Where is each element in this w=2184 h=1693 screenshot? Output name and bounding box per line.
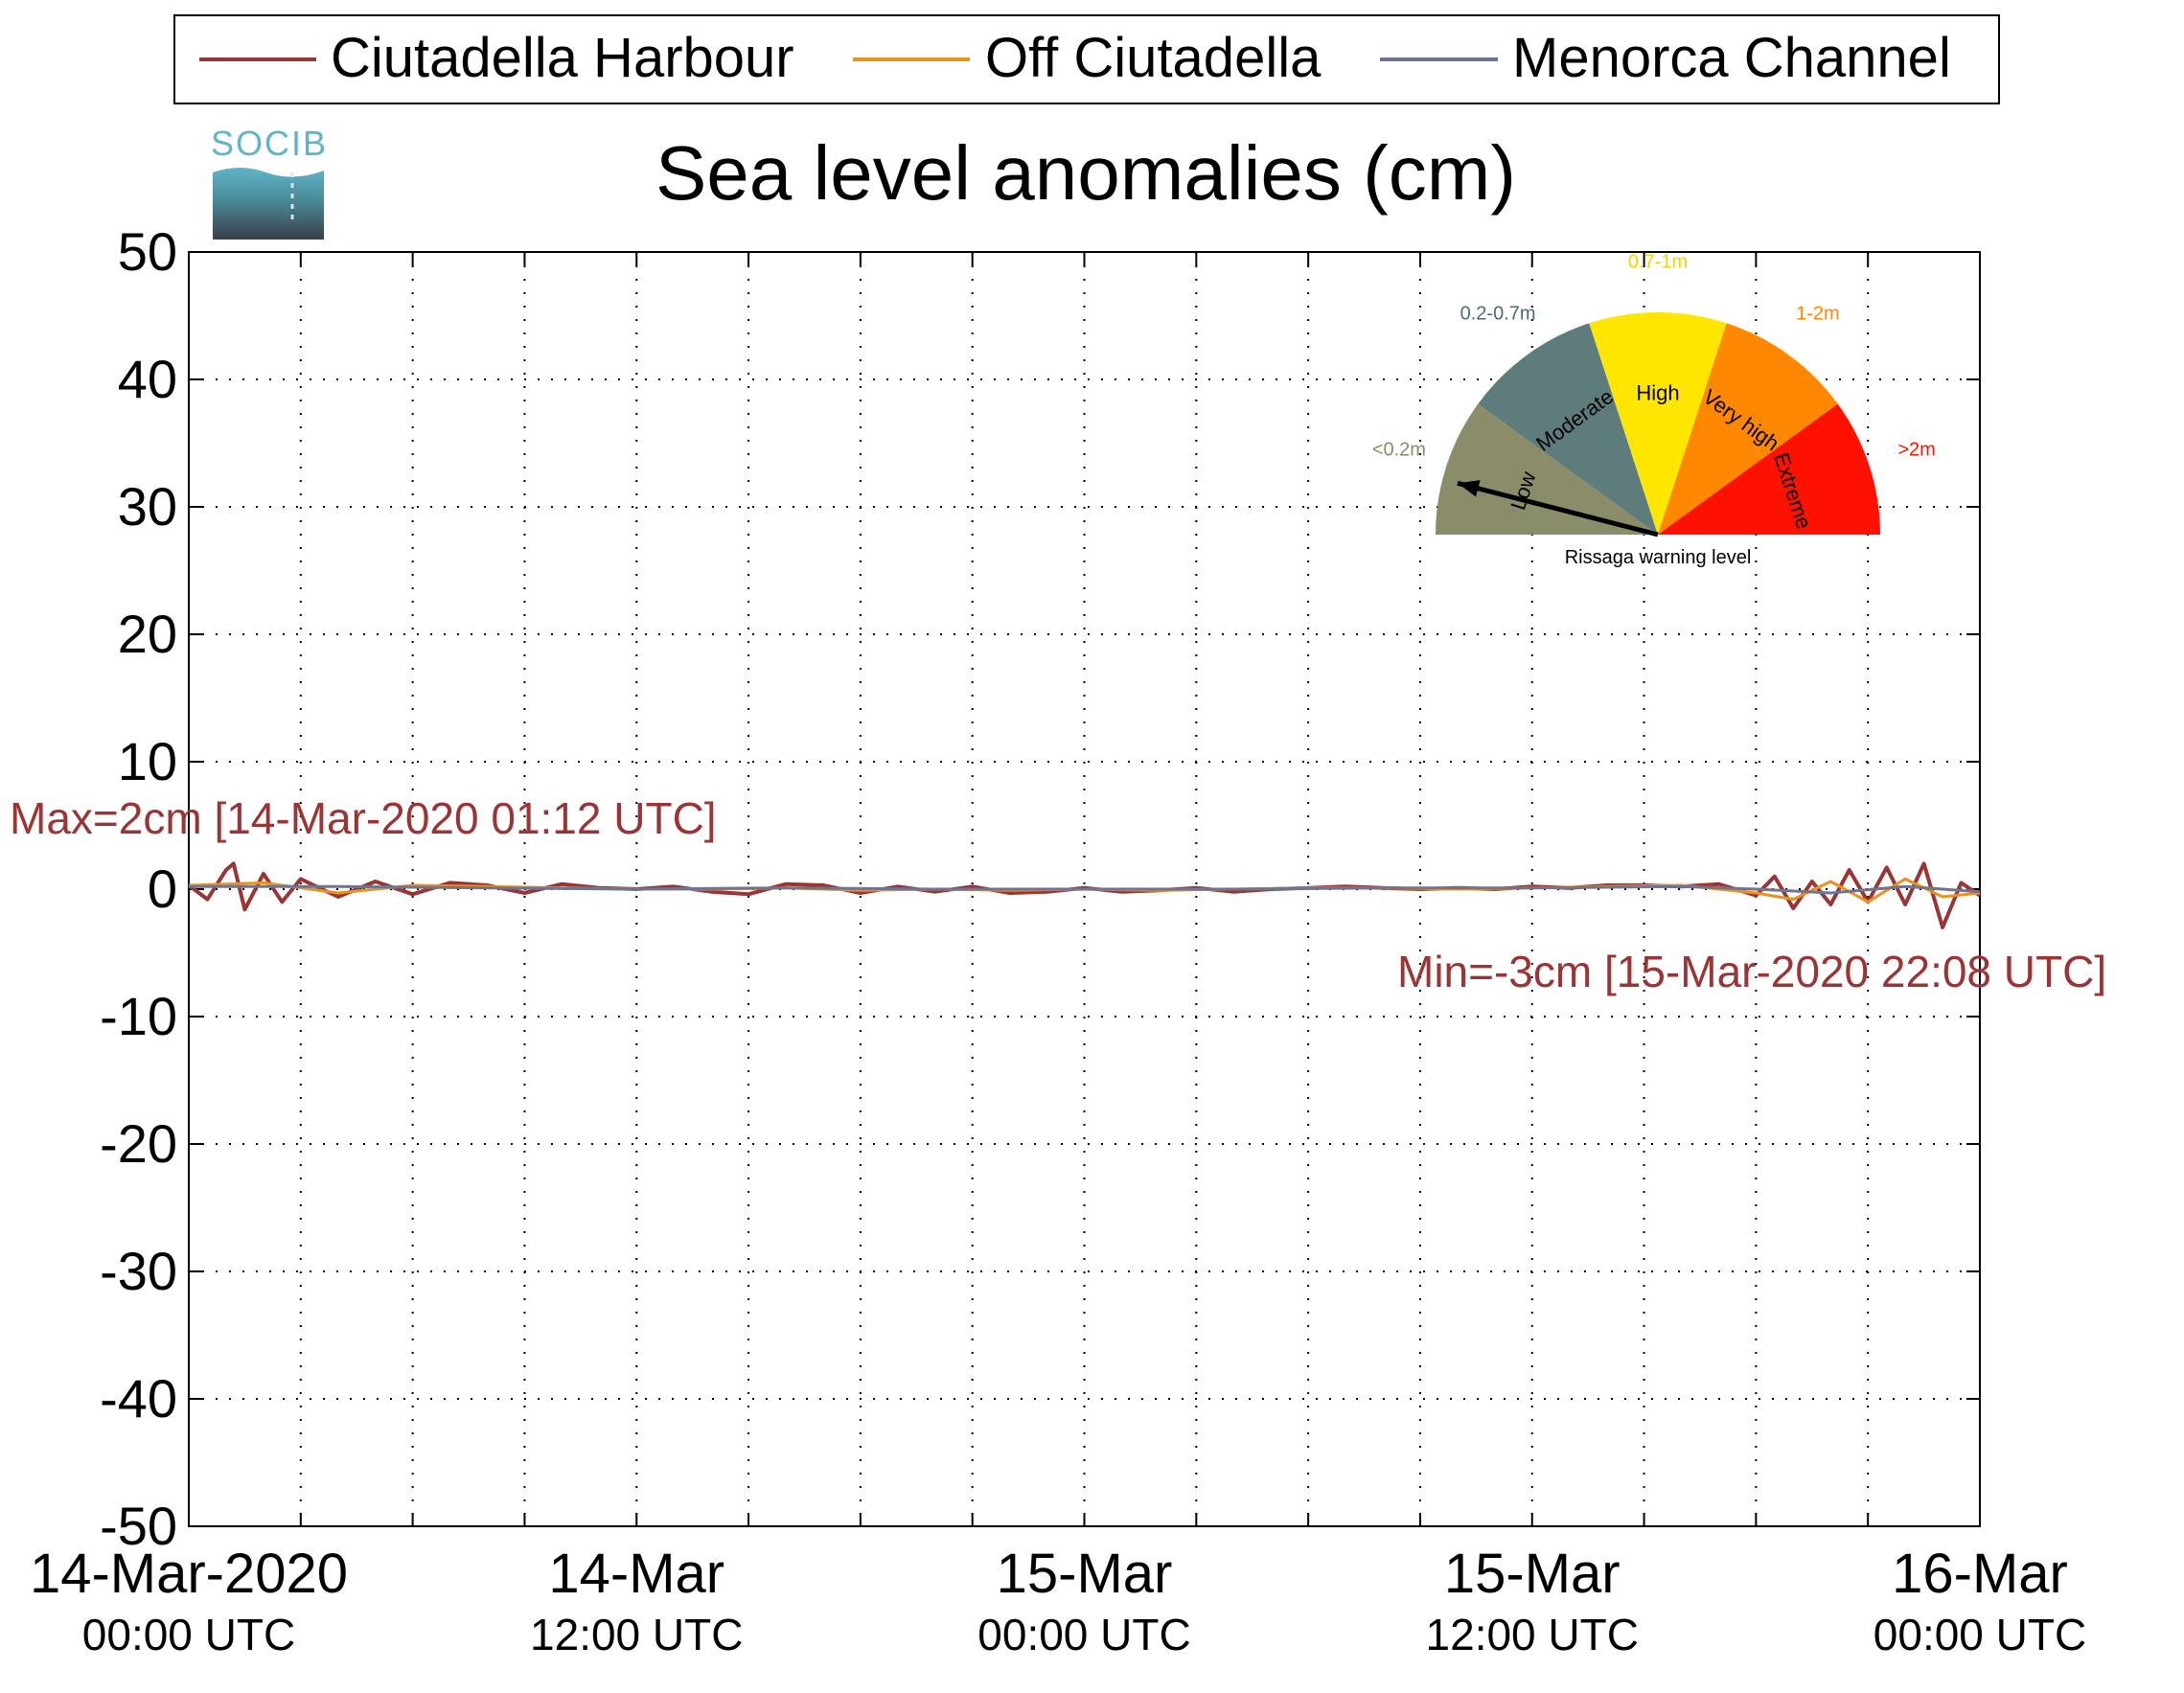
data-series: [187, 861, 1982, 929]
y-tick-label: 50: [118, 221, 177, 282]
y-tick-label: 10: [118, 731, 177, 791]
legend-box: [173, 14, 2000, 104]
chart-title: Sea level anomalies (cm): [655, 130, 1516, 216]
x-tick-label-date: 15-Mar: [1444, 1543, 1621, 1605]
x-tick-label-time: 00:00 UTC: [82, 1610, 295, 1659]
gauge-range-label: 0.2-0.7m: [1460, 303, 1536, 324]
gauge-sector-very-high: [1658, 323, 1838, 535]
gauge-range-label: 0.7-1m: [1628, 251, 1688, 272]
legend: Ciutadella Harbour Off Ciutadella Menorc…: [173, 14, 2000, 104]
min-annotation: Min=-3cm [15-Mar-2020 22:08 UTC]: [1397, 947, 2106, 996]
y-tick-label: 0: [148, 858, 177, 919]
gauge-sector-high: [1589, 312, 1727, 535]
gauge-needle: [1457, 480, 1659, 538]
y-tick-label: 30: [118, 476, 177, 537]
max-annotation: Max=2cm [14-Mar-2020 01:12 UTC]: [10, 793, 717, 843]
y-tick-label: 40: [118, 349, 177, 409]
x-tick-label-date: 15-Mar: [997, 1543, 1173, 1605]
gauge-caption: Rissaga warning level: [1565, 547, 1752, 568]
x-tick-label-time: 12:00 UTC: [530, 1610, 743, 1659]
x-tick-label-time: 00:00 UTC: [977, 1610, 1190, 1659]
logo-text: SOCIB: [211, 124, 328, 163]
gauge-range-label: 1-2m: [1796, 303, 1840, 324]
gauge-sector-label: High: [1636, 381, 1679, 405]
y-tick-label: -50: [100, 1496, 177, 1556]
logo-wave: [213, 168, 324, 240]
legend-label-off-ciutadella: Off Ciutadella: [985, 27, 1322, 89]
x-tick-label-date: 16-Mar: [1892, 1543, 2068, 1605]
gauge-sector-low: [1436, 403, 1658, 535]
x-tick-label-time: 12:00 UTC: [1426, 1610, 1639, 1659]
gauge-sector-extreme: [1658, 403, 1880, 535]
x-tick-label-date: 14-Mar: [548, 1543, 724, 1605]
y-tick-label: -30: [100, 1241, 177, 1301]
y-tick-label: -40: [100, 1368, 177, 1429]
x-tick-label-date: 14-Mar-2020: [30, 1543, 348, 1605]
y-tick-label: -10: [100, 986, 177, 1046]
socib-logo: SOCIB: [211, 124, 328, 240]
legend-label-menorca-channel: Menorca Channel: [1512, 27, 1951, 89]
gauge-needle-head: [1458, 480, 1481, 497]
gauge-range-label: >2m: [1897, 439, 1935, 460]
series-line-menorca-channel: [189, 884, 1981, 895]
y-tick-label: 20: [118, 604, 177, 664]
gauge-sector-moderate: [1478, 323, 1658, 535]
x-tick-label-time: 00:00 UTC: [1874, 1610, 2086, 1659]
legend-label-ciutadella-harbour: Ciutadella Harbour: [331, 27, 794, 89]
y-tick-label: -20: [100, 1113, 177, 1174]
gauge-range-label: <0.2m: [1372, 439, 1426, 460]
